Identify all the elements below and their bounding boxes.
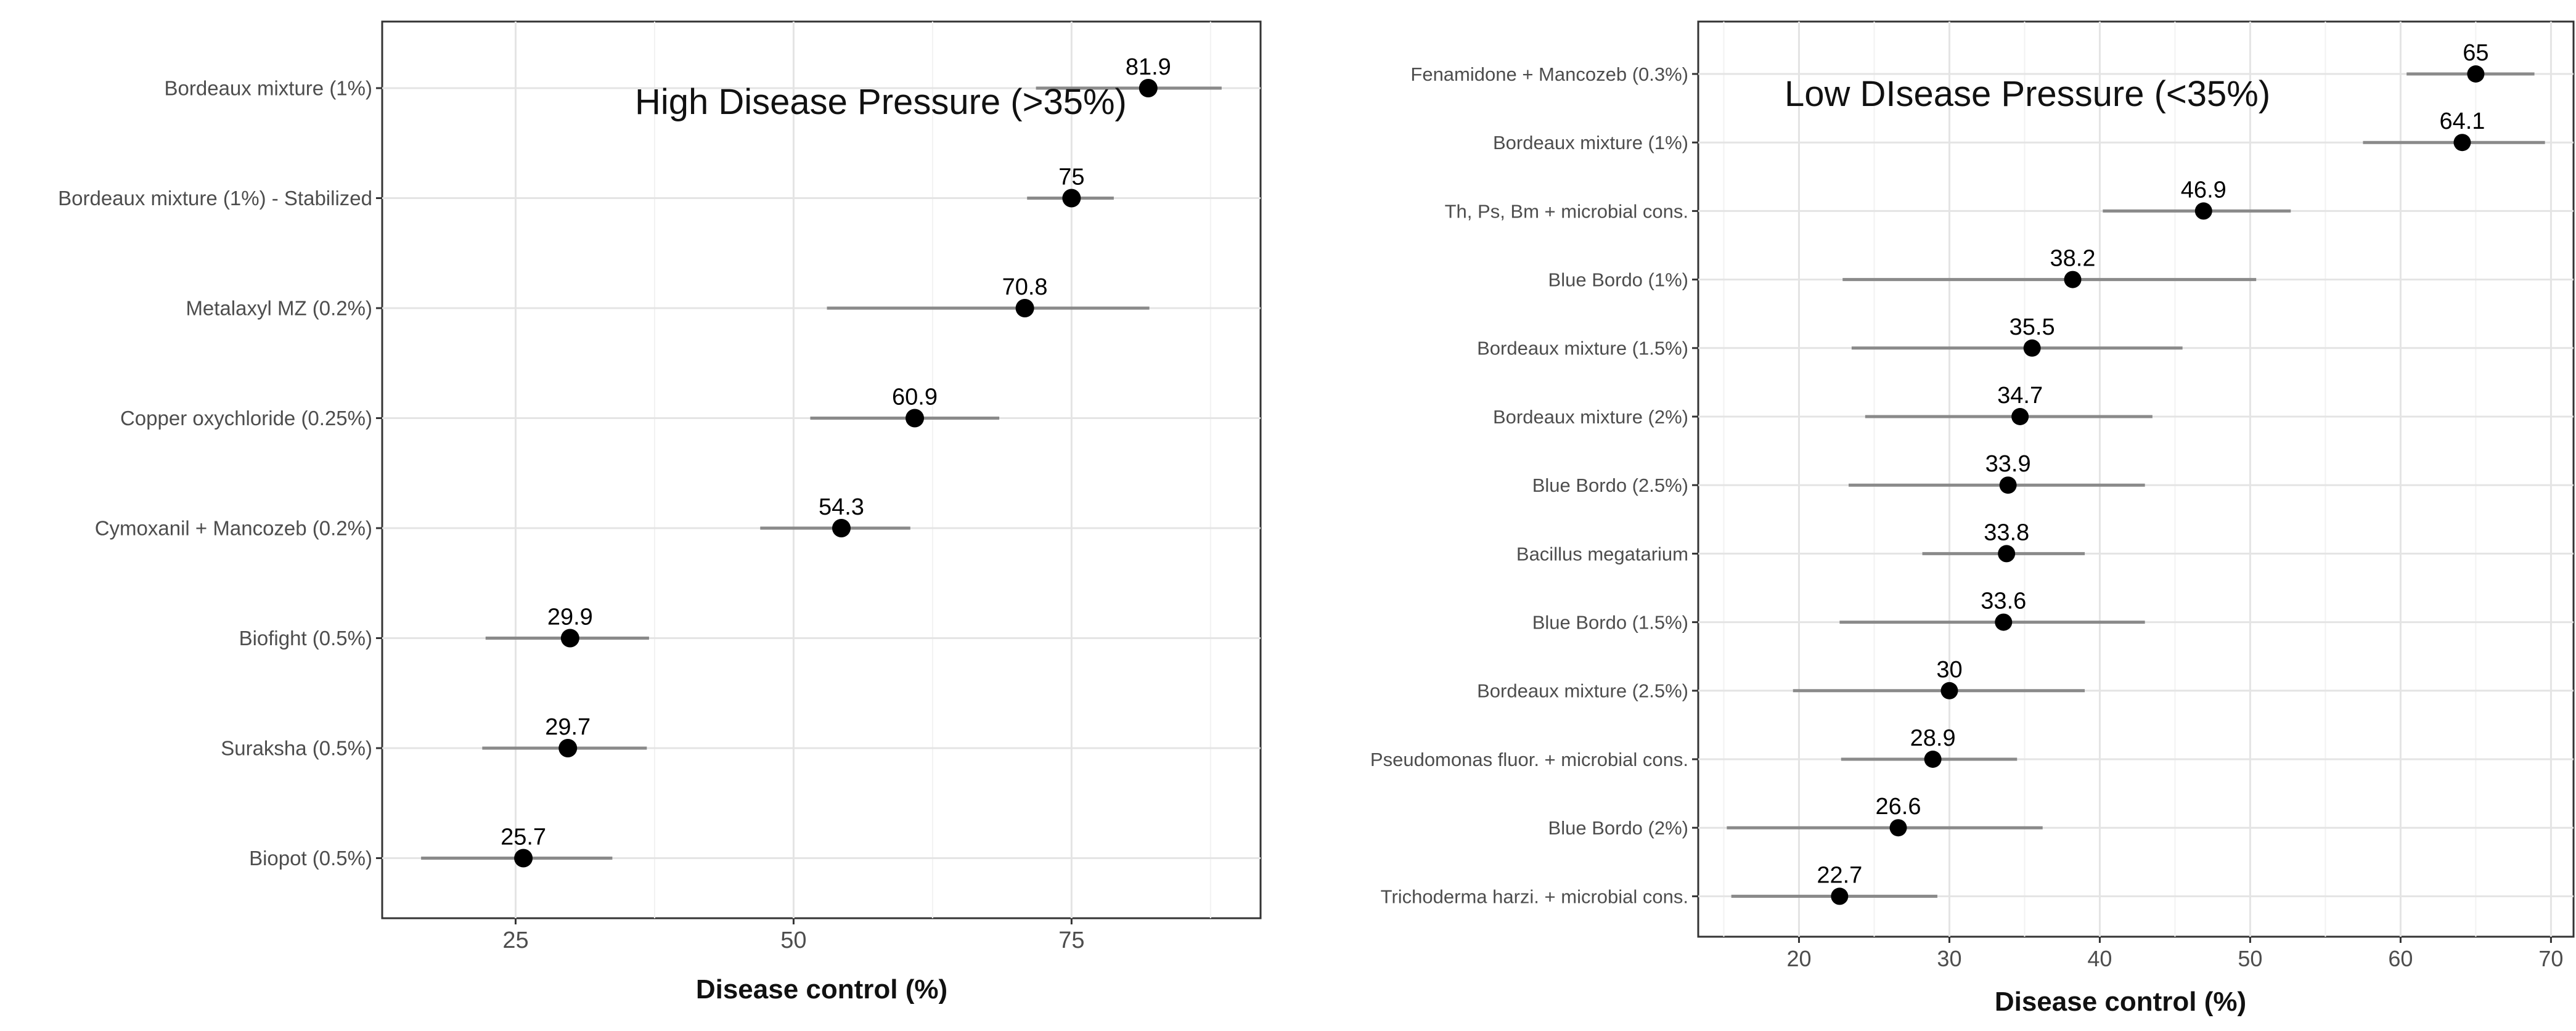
x-tick-label: 20 xyxy=(1786,946,1811,971)
y-category-label: Biopot (0.5%) xyxy=(249,847,372,870)
y-category-label: Bacillus megatarium xyxy=(1516,543,1688,564)
x-tick-label: 60 xyxy=(2388,946,2413,971)
value-label: 54.3 xyxy=(819,494,864,520)
x-tick-label: 75 xyxy=(1058,927,1084,953)
y-category-label: Bordeaux mixture (1.5%) xyxy=(1477,338,1688,359)
panel-title: High Disease Pressure (>35%) xyxy=(635,82,1127,122)
data-point xyxy=(2453,134,2471,152)
y-category-label: Bordeaux mixture (2.5%) xyxy=(1477,680,1688,702)
data-point xyxy=(2023,339,2041,357)
value-label: 65 xyxy=(2463,40,2488,66)
x-tick-label: 30 xyxy=(1937,946,1961,971)
data-point xyxy=(2011,408,2029,425)
plot-frame xyxy=(1697,20,2575,938)
value-label: 70.8 xyxy=(1002,274,1048,300)
x-axis-ticks: 20 30 40 50 60 70 xyxy=(1786,937,2563,971)
value-label: 30 xyxy=(1936,657,1962,683)
low-pressure-panel: 65 64.1 46.9 38.2 35.5 34.7 33.9 33.8 33.6 30 28.9… xyxy=(1370,20,2575,1017)
data-marks: 81.9 75 70.8 60.9 54.3 29.9 29.7 25.7 xyxy=(421,54,1222,868)
value-label: 75 xyxy=(1058,165,1084,190)
y-category-label: Metalaxyl MZ (0.2%) xyxy=(186,297,372,320)
x-tick-label: 50 xyxy=(2238,946,2262,971)
value-label: 33.6 xyxy=(1981,589,2026,614)
data-point xyxy=(1995,613,2013,631)
data-point xyxy=(1831,887,1849,905)
high-pressure-panel: 81.9 75 70.8 60.9 54.3 29.9 29.7 25.7 Bordeaux … xyxy=(58,20,1262,1005)
y-category-label: Fenamidone + Mancozeb (0.3%) xyxy=(1410,63,1688,85)
data-point xyxy=(514,849,533,868)
x-tick-label: 25 xyxy=(502,927,528,953)
data-marks: 65 64.1 46.9 38.2 35.5 34.7 33.9 33.8 33.6 30 28.9… xyxy=(1727,40,2545,905)
data-point xyxy=(1998,545,2016,563)
value-label: 81.9 xyxy=(1126,54,1171,80)
x-axis-title: Disease control (%) xyxy=(1995,987,2246,1017)
data-point xyxy=(560,629,579,648)
data-point xyxy=(906,409,925,428)
y-category-label: Cymoxanil + Mancozeb (0.2%) xyxy=(95,517,372,540)
y-axis-labels: Fenamidone + Mancozeb (0.3%) Bordeaux mix… xyxy=(1370,63,1698,907)
value-label: 38.2 xyxy=(2050,246,2096,272)
y-category-label: Bordeaux mixture (1%) - Stabilized xyxy=(58,187,372,210)
x-tick-label: 40 xyxy=(2087,946,2112,971)
x-axis-ticks: 25 50 75 xyxy=(502,918,1084,953)
data-point xyxy=(1924,751,1942,768)
value-label: 29.9 xyxy=(547,605,593,630)
value-label: 33.9 xyxy=(1985,451,2031,477)
data-point xyxy=(1999,476,2017,494)
value-label: 46.9 xyxy=(2181,177,2226,203)
panel-title: Low DIsease Pressure (<35%) xyxy=(1785,74,2270,114)
y-category-label: Bordeaux mixture (1%) xyxy=(1493,132,1688,153)
data-point xyxy=(558,739,578,757)
y-category-label: Blue Bordo (1.5%) xyxy=(1532,611,1688,633)
data-point xyxy=(1940,682,1958,699)
data-point xyxy=(1139,79,1158,97)
data-point xyxy=(832,519,851,537)
y-category-label: Blue Bordo (1%) xyxy=(1548,269,1688,290)
x-tick-label: 50 xyxy=(780,927,806,953)
y-axis-labels: Bordeaux mixture (1%) Bordeaux mixture (1… xyxy=(58,77,382,870)
value-label: 35.5 xyxy=(2010,314,2055,340)
y-category-label: Pseudomonas fluor. + microbial cons. xyxy=(1370,749,1688,770)
value-label: 29.7 xyxy=(545,714,591,740)
y-category-label: Blue Bordo (2.5%) xyxy=(1532,475,1688,496)
y-category-label: Bordeaux mixture (2%) xyxy=(1493,406,1688,428)
value-label: 33.8 xyxy=(1984,520,2029,545)
data-point xyxy=(2194,202,2212,220)
value-label: 22.7 xyxy=(1817,862,1862,888)
y-category-label: Bordeaux mixture (1%) xyxy=(165,77,372,100)
value-label: 28.9 xyxy=(1910,725,1956,751)
data-point xyxy=(1015,299,1034,317)
value-label: 60.9 xyxy=(892,385,938,410)
value-label: 64.1 xyxy=(2439,108,2485,134)
y-category-label: Copper oxychloride (0.25%) xyxy=(120,407,372,430)
x-tick-label: 70 xyxy=(2538,946,2563,971)
plot-frame xyxy=(381,20,1262,919)
data-point xyxy=(2467,65,2485,83)
data-point xyxy=(1062,189,1081,208)
value-label: 34.7 xyxy=(1997,383,2043,409)
value-label: 26.6 xyxy=(1876,794,1921,820)
value-label: 25.7 xyxy=(501,825,546,850)
y-category-label: Blue Bordo (2%) xyxy=(1548,817,1688,839)
x-axis-title: Disease control (%) xyxy=(696,974,947,1005)
y-category-label: Biofight (0.5%) xyxy=(239,627,372,650)
y-category-label: Suraksha (0.5%) xyxy=(221,737,372,760)
data-point xyxy=(2064,271,2082,288)
data-point xyxy=(1889,819,1907,837)
y-category-label: Trichoderma harzi. + microbial cons. xyxy=(1381,886,1688,907)
y-category-label: Th, Ps, Bm + microbial cons. xyxy=(1445,200,1688,222)
